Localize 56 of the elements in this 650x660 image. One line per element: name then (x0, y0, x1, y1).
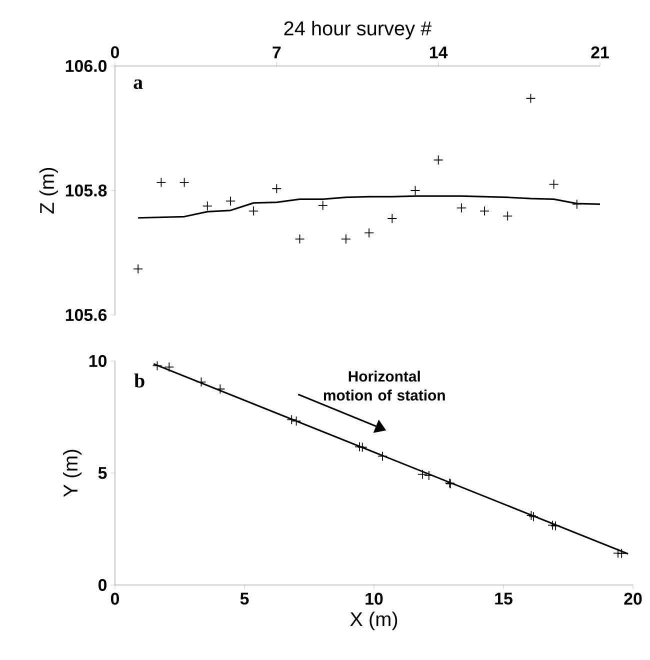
point (613, 548, 623, 558)
point (410, 186, 420, 196)
point (526, 93, 536, 104)
x-tick-label: 0 (110, 46, 120, 58)
x-tick-label: 10 (366, 592, 383, 605)
point (456, 202, 466, 213)
point (424, 470, 434, 480)
point (294, 234, 305, 244)
x-tick-label: 5 (240, 592, 249, 605)
x-tick-label: 14 (430, 46, 448, 58)
point (616, 548, 627, 558)
point (341, 234, 351, 244)
y-tick-label: 0 (98, 579, 107, 591)
point (433, 155, 444, 165)
point (378, 451, 388, 462)
point (248, 206, 259, 216)
point (156, 177, 166, 188)
point (364, 228, 374, 238)
point (387, 214, 398, 224)
point (528, 512, 538, 522)
point (480, 206, 490, 216)
point (226, 196, 236, 206)
y-axis-title: Z (m) (39, 168, 58, 214)
y-axis-title: Y (m) (62, 450, 82, 497)
x-tick-label: 7 (272, 46, 281, 58)
y-tick-label: 10 (89, 355, 107, 367)
point (272, 184, 282, 194)
point (417, 469, 428, 480)
point (286, 414, 297, 425)
point (133, 264, 144, 274)
annotation: b (134, 373, 144, 388)
point (572, 199, 582, 210)
point (502, 211, 513, 221)
point (164, 362, 174, 372)
point (196, 377, 206, 387)
point (354, 442, 364, 452)
point (318, 200, 328, 210)
point (526, 510, 536, 521)
x-axis-title: 24 hour survey # (284, 20, 432, 40)
x-tick-label: 21 (591, 46, 609, 58)
point (202, 201, 212, 212)
x-tick-label: 15 (495, 592, 512, 605)
x-axis-title: X (m) (350, 612, 398, 630)
y-tick-label: 105.6 (66, 309, 107, 321)
x-tick-label: 20 (624, 592, 642, 605)
annotation: a (134, 79, 143, 90)
annotation: Horizontal motion of station (324, 370, 445, 401)
point (357, 442, 368, 452)
point (550, 520, 561, 531)
point (291, 416, 302, 426)
y-tick-label: 5 (98, 467, 107, 479)
point (179, 177, 190, 188)
point (548, 179, 559, 190)
y-tick-label: 105.8 (66, 184, 107, 196)
x-tick-label: 0 (110, 592, 120, 605)
y-tick-label: 106.0 (66, 60, 107, 72)
